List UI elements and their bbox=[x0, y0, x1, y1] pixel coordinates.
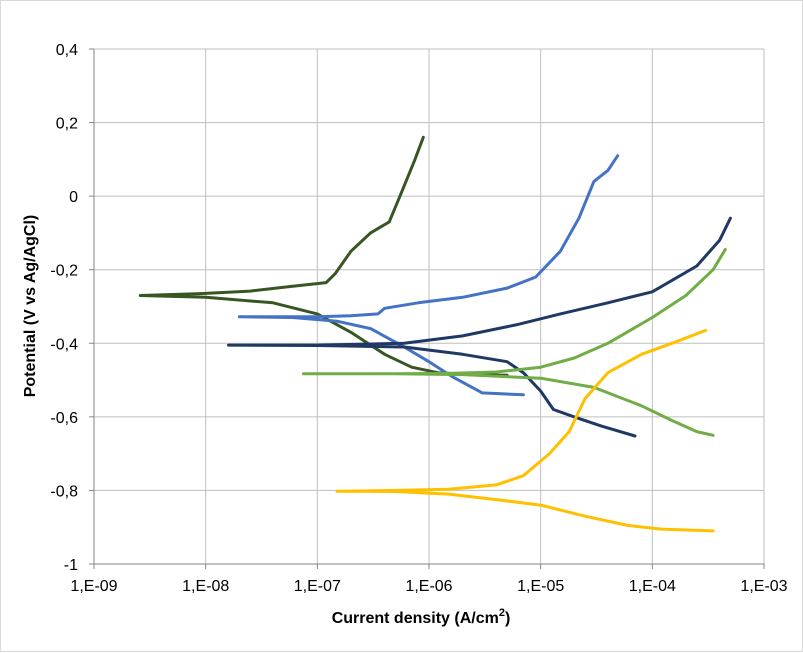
x-tick-label: 1,E-07 bbox=[294, 578, 341, 595]
series-5-line bbox=[335, 328, 715, 533]
tick-labels: 1,E-09 1,E-08 1,E-07 1,E-06 1,E-05 1,E-04 1,E-… bbox=[50, 42, 787, 595]
y-tick-label: -0,6 bbox=[50, 410, 78, 427]
series-2-line bbox=[237, 154, 620, 397]
x-tick-label: 1,E-09 bbox=[70, 578, 117, 595]
y-tick-label: -0,2 bbox=[50, 263, 78, 280]
axes bbox=[89, 48, 765, 569]
x-tick-label: 1,E-05 bbox=[517, 578, 564, 595]
y-tick-label: -0,4 bbox=[50, 336, 78, 353]
x-tick-label: 1,E-04 bbox=[629, 578, 676, 595]
series-3-line bbox=[227, 216, 732, 438]
x-axis-title: Current density (A/cm2) bbox=[332, 607, 511, 627]
y-axis-title: Potential (V vs Ag/AgCl) bbox=[22, 215, 39, 398]
x-axis-title-suffix: ) bbox=[505, 610, 510, 627]
y-tick-label: 0 bbox=[69, 189, 78, 206]
x-tick-label: 1,E-06 bbox=[405, 578, 452, 595]
series-1-line bbox=[138, 135, 509, 377]
y-tick-label: -0,8 bbox=[50, 483, 78, 500]
y-tick-label: 0,4 bbox=[56, 42, 78, 59]
x-tick-label: 1,E-08 bbox=[182, 578, 229, 595]
x-tick-label: 1,E-03 bbox=[740, 578, 787, 595]
grid bbox=[94, 48, 765, 564]
y-tick-label: -1 bbox=[64, 557, 78, 574]
x-axis-title-main: Current density (A/cm bbox=[332, 610, 499, 627]
x-axis-title-superscript: 2 bbox=[499, 607, 505, 619]
series-group bbox=[138, 135, 732, 533]
series-4-line bbox=[301, 248, 727, 437]
y-tick-label: 0,2 bbox=[56, 116, 78, 133]
